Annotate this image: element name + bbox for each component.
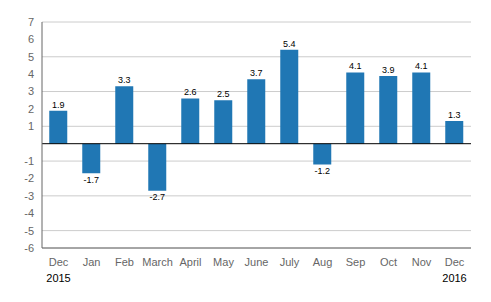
svg-text:-1: -1 bbox=[24, 155, 34, 167]
svg-text:July: July bbox=[280, 256, 300, 268]
svg-text:Dec: Dec bbox=[445, 256, 465, 268]
svg-text:2.5: 2.5 bbox=[217, 89, 230, 99]
svg-text:2: 2 bbox=[28, 103, 34, 115]
svg-text:-3: -3 bbox=[24, 190, 34, 202]
svg-text:-6: -6 bbox=[24, 242, 34, 254]
svg-text:Dec: Dec bbox=[49, 256, 69, 268]
svg-text:May: May bbox=[213, 256, 234, 268]
svg-text:2016: 2016 bbox=[442, 272, 466, 284]
svg-text:3.9: 3.9 bbox=[382, 65, 395, 75]
svg-text:7: 7 bbox=[28, 16, 34, 28]
svg-text:-5: -5 bbox=[24, 225, 34, 237]
svg-text:April: April bbox=[179, 256, 201, 268]
svg-text:3.7: 3.7 bbox=[250, 68, 263, 78]
svg-text:-1.7: -1.7 bbox=[84, 175, 100, 185]
svg-text:2015: 2015 bbox=[46, 272, 70, 284]
svg-text:March: March bbox=[142, 256, 173, 268]
svg-text:Feb: Feb bbox=[115, 256, 134, 268]
svg-text:-4: -4 bbox=[24, 207, 34, 219]
svg-text:2.6: 2.6 bbox=[184, 87, 197, 97]
svg-text:1.3: 1.3 bbox=[448, 110, 461, 120]
svg-text:-2: -2 bbox=[24, 172, 34, 184]
svg-text:6: 6 bbox=[28, 33, 34, 45]
svg-text:Nov: Nov bbox=[412, 256, 432, 268]
svg-text:Oct: Oct bbox=[380, 256, 397, 268]
svg-text:3: 3 bbox=[28, 85, 34, 97]
svg-text:-1.2: -1.2 bbox=[315, 166, 331, 176]
svg-text:Aug: Aug bbox=[313, 256, 333, 268]
svg-text:Jan: Jan bbox=[83, 256, 101, 268]
svg-text:-2.7: -2.7 bbox=[150, 192, 166, 202]
svg-text:3.3: 3.3 bbox=[118, 75, 131, 85]
svg-text:Sep: Sep bbox=[346, 256, 366, 268]
svg-text:4.1: 4.1 bbox=[415, 61, 428, 71]
svg-text:1: 1 bbox=[28, 120, 34, 132]
svg-text:4.1: 4.1 bbox=[349, 61, 362, 71]
svg-text:1.9: 1.9 bbox=[52, 100, 65, 110]
svg-text:June: June bbox=[245, 256, 269, 268]
svg-text:5: 5 bbox=[28, 51, 34, 63]
svg-text:4: 4 bbox=[28, 68, 34, 80]
svg-text:5.4: 5.4 bbox=[283, 39, 296, 49]
